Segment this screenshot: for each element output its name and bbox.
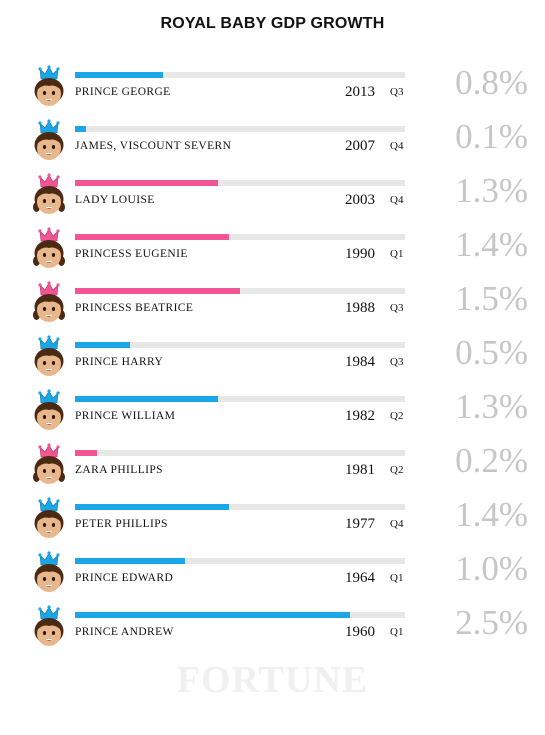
bar-row: LADY LOUISE 2003 Q4 1.3%: [0, 172, 545, 226]
gdp-growth-value-label: 1.5%: [455, 279, 528, 318]
prince-emoji-icon: [34, 551, 64, 592]
birth-quarter-label: Q1: [390, 572, 404, 584]
fortune-watermark: FORTUNE: [176, 659, 369, 701]
birth-year-label: 2007: [345, 138, 375, 154]
bar-track: [75, 342, 405, 348]
prince-emoji-icon: [34, 65, 64, 106]
bar: [75, 234, 229, 240]
princess-emoji-icon: [33, 443, 65, 484]
birth-quarter-label: Q2: [390, 464, 404, 476]
birth-year-label: 2013: [345, 84, 375, 100]
princess-emoji-icon: [33, 281, 65, 322]
birth-quarter-label: Q1: [390, 248, 404, 260]
royal-name-label: PRINCE GEORGE: [75, 86, 171, 98]
royal-name-label: PRINCESS EUGENIE: [75, 248, 188, 260]
bar-track: [75, 234, 405, 240]
birth-quarter-label: Q4: [390, 194, 404, 206]
gdp-growth-value-label: 0.1%: [455, 117, 528, 156]
bar-row: PRINCE EDWARD 1964 Q1 1.0%: [0, 550, 545, 604]
princess-emoji-icon: [33, 173, 65, 214]
gdp-growth-value-label: 0.5%: [455, 333, 528, 372]
bar: [75, 288, 240, 294]
bar: [75, 504, 229, 510]
bar: [75, 126, 86, 132]
bar-row: PETER PHILLIPS 1977 Q4 1.4%: [0, 496, 545, 550]
bar-track: [75, 450, 405, 456]
gdp-growth-value-label: 1.3%: [455, 171, 528, 210]
bar-track: [75, 126, 405, 132]
birth-year-label: 1960: [345, 624, 375, 640]
prince-emoji-icon: [34, 605, 64, 646]
bar: [75, 450, 97, 456]
prince-emoji-icon: [34, 119, 64, 160]
bar-row: PRINCE GEORGE 2013 Q3 0.8%: [0, 64, 545, 118]
royal-name-label: PETER PHILLIPS: [75, 518, 168, 530]
bar-row: ZARA PHILLIPS 1981 Q2 0.2%: [0, 442, 545, 496]
prince-emoji-icon: [34, 335, 64, 376]
birth-year-label: 1981: [345, 462, 375, 478]
gdp-growth-value-label: 1.3%: [455, 387, 528, 426]
bar-row: PRINCE ANDREW 1960 Q1 2.5%: [0, 604, 545, 658]
royal-name-label: PRINCE ANDREW: [75, 626, 174, 638]
bar-row: PRINCESS BEATRICE 1988 Q3 1.5%: [0, 280, 545, 334]
birth-year-label: 1977: [345, 516, 375, 532]
bar-row: PRINCE WILLIAM 1982 Q2 1.3%: [0, 388, 545, 442]
gdp-growth-value-label: 1.4%: [455, 225, 528, 264]
bar: [75, 558, 185, 564]
gdp-growth-value-label: 1.4%: [455, 495, 528, 534]
birth-year-label: 1964: [345, 570, 375, 586]
bar-track: [75, 180, 405, 186]
birth-year-label: 1982: [345, 408, 375, 424]
bar-track: [75, 288, 405, 294]
gdp-growth-value-label: 0.8%: [455, 63, 528, 102]
royal-name-label: PRINCE HARRY: [75, 356, 164, 368]
bar: [75, 342, 130, 348]
bar-track: [75, 396, 405, 402]
birth-year-label: 1984: [345, 354, 375, 370]
princess-emoji-icon: [33, 227, 65, 268]
royal-name-label: LADY LOUISE: [75, 194, 155, 206]
birth-year-label: 1988: [345, 300, 375, 316]
birth-quarter-label: Q4: [390, 518, 404, 530]
bar: [75, 396, 218, 402]
birth-quarter-label: Q4: [390, 140, 404, 152]
birth-quarter-label: Q3: [390, 356, 404, 368]
bar-row: PRINCESS EUGENIE 1990 Q1 1.4%: [0, 226, 545, 280]
chart-title: ROYAL BABY GDP GROWTH: [160, 15, 385, 32]
bar: [75, 612, 350, 618]
birth-year-label: 1990: [345, 246, 375, 262]
birth-quarter-label: Q3: [390, 86, 404, 98]
gdp-growth-value-label: 2.5%: [455, 603, 528, 642]
royal-name-label: PRINCE EDWARD: [75, 572, 174, 584]
gdp-growth-value-label: 0.2%: [455, 441, 528, 480]
birth-quarter-label: Q3: [390, 302, 404, 314]
bar: [75, 180, 218, 186]
royal-name-label: PRINCESS BEATRICE: [75, 302, 194, 314]
bar: [75, 72, 163, 78]
bar-row: PRINCE HARRY 1984 Q3 0.5%: [0, 334, 545, 388]
prince-emoji-icon: [34, 389, 64, 430]
bar-track: [75, 612, 405, 618]
bar-track: [75, 504, 405, 510]
birth-quarter-label: Q2: [390, 410, 404, 422]
birth-year-label: 2003: [345, 192, 375, 208]
royal-name-label: JAMES, VISCOUNT SEVERN: [75, 140, 232, 152]
prince-emoji-icon: [34, 497, 64, 538]
birth-quarter-label: Q1: [390, 626, 404, 638]
royal-name-label: ZARA PHILLIPS: [75, 464, 163, 476]
bar-track: [75, 558, 405, 564]
gdp-growth-value-label: 1.0%: [455, 549, 528, 588]
bar-track: [75, 72, 405, 78]
royal-name-label: PRINCE WILLIAM: [75, 410, 176, 422]
bar-row: JAMES, VISCOUNT SEVERN 2007 Q4 0.1%: [0, 118, 545, 172]
